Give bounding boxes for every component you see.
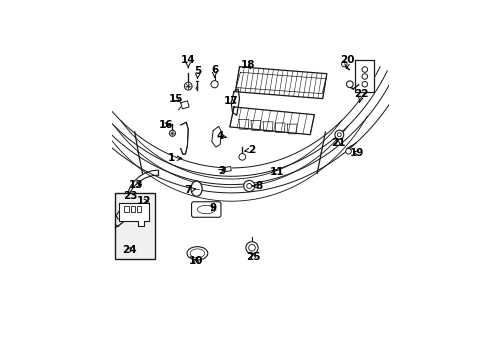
Polygon shape — [181, 101, 189, 109]
Bar — [130, 206, 135, 212]
Text: 22: 22 — [353, 90, 368, 102]
Polygon shape — [181, 122, 188, 154]
Polygon shape — [115, 193, 155, 260]
Text: 24: 24 — [122, 245, 136, 255]
Text: 1: 1 — [168, 153, 181, 163]
Text: 12: 12 — [136, 196, 151, 206]
Text: 18: 18 — [240, 60, 255, 70]
Circle shape — [334, 130, 343, 139]
Circle shape — [169, 130, 175, 136]
Polygon shape — [181, 122, 188, 154]
Polygon shape — [181, 122, 188, 154]
Text: 8: 8 — [252, 181, 262, 191]
Text: 20: 20 — [340, 55, 354, 68]
Circle shape — [346, 81, 352, 87]
Text: 7: 7 — [184, 185, 195, 195]
Text: 14: 14 — [181, 55, 195, 68]
Polygon shape — [229, 107, 314, 135]
Polygon shape — [119, 203, 149, 226]
Polygon shape — [181, 122, 188, 154]
Polygon shape — [231, 89, 239, 115]
Ellipse shape — [191, 181, 202, 196]
Polygon shape — [211, 126, 221, 147]
Polygon shape — [239, 120, 248, 129]
Polygon shape — [224, 167, 231, 172]
Text: 16: 16 — [159, 120, 173, 130]
FancyBboxPatch shape — [191, 202, 221, 217]
Text: 15: 15 — [168, 94, 183, 104]
Polygon shape — [355, 60, 373, 92]
Text: 21: 21 — [330, 138, 345, 148]
Text: 4: 4 — [216, 131, 226, 141]
Polygon shape — [181, 122, 188, 154]
Circle shape — [184, 82, 192, 90]
Polygon shape — [263, 122, 272, 131]
Circle shape — [239, 153, 245, 160]
Text: 3: 3 — [218, 166, 224, 176]
Circle shape — [245, 242, 258, 254]
Text: 10: 10 — [189, 256, 203, 266]
Text: 13: 13 — [128, 180, 142, 190]
Text: 9: 9 — [209, 203, 216, 213]
Ellipse shape — [186, 247, 207, 260]
Text: 25: 25 — [245, 252, 260, 262]
Text: 11: 11 — [269, 167, 284, 177]
Bar — [137, 206, 141, 212]
Polygon shape — [275, 123, 285, 133]
Text: 5: 5 — [194, 66, 201, 79]
Polygon shape — [181, 122, 188, 154]
Circle shape — [210, 81, 218, 88]
Polygon shape — [235, 67, 326, 99]
Text: 19: 19 — [349, 148, 364, 158]
Bar — [124, 206, 129, 212]
Polygon shape — [286, 124, 297, 134]
Text: 6: 6 — [210, 64, 218, 77]
Text: 2: 2 — [244, 145, 255, 155]
Circle shape — [243, 180, 254, 192]
Circle shape — [345, 149, 350, 154]
Circle shape — [341, 61, 346, 67]
Text: 17: 17 — [224, 96, 238, 107]
Polygon shape — [250, 121, 261, 130]
Text: 23: 23 — [123, 191, 138, 201]
